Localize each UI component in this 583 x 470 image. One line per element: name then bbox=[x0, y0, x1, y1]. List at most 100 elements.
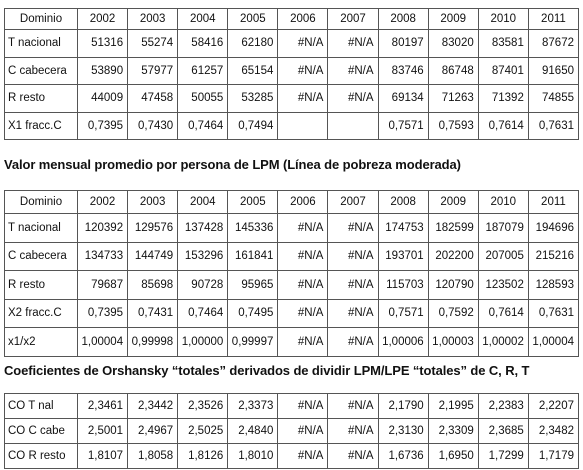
table-cell: #N/A bbox=[327, 270, 379, 300]
table-cell: #N/A bbox=[277, 443, 329, 469]
table-cell: 1,8126 bbox=[177, 443, 229, 469]
table-cell: 194696 bbox=[527, 213, 580, 243]
table-cell: 83020 bbox=[427, 29, 479, 58]
table-cell: 0,7593 bbox=[427, 111, 479, 140]
table-cell: 90728 bbox=[177, 270, 229, 300]
table-lpe-values: Dominio 2002 2003 2004 2005 2006 2007 2008 2009 2… bbox=[4, 8, 580, 140]
table-cell: #N/A bbox=[277, 213, 329, 243]
row-label: x1/x2 bbox=[4, 327, 78, 357]
table-cell: #N/A bbox=[277, 327, 329, 357]
table-cell: 2,4840 bbox=[227, 418, 279, 444]
table-cell: 120392 bbox=[76, 213, 129, 243]
table-row: CO C cabe 2,5001 2,4967 2,5025 2,4840 #N/A #N/… bbox=[4, 418, 580, 444]
column-header-year: 2002 bbox=[76, 190, 129, 214]
table-cell: 55274 bbox=[127, 29, 179, 58]
table-cell: #N/A bbox=[327, 56, 379, 85]
table-row: X1 fracc.C 0,7395 0,7430 0,7464 0,7494 0,7571… bbox=[4, 111, 580, 140]
column-header-year: 2003 bbox=[127, 190, 179, 214]
table-cell: 0,7395 bbox=[76, 111, 129, 140]
table-cell: 57977 bbox=[127, 56, 179, 85]
table-cell: #N/A bbox=[277, 84, 329, 113]
row-label: R resto bbox=[4, 270, 78, 300]
table-cell: 2,3461 bbox=[76, 393, 129, 419]
table-row: R resto 79687 85698 90728 95965 #N/A #N/A 11570… bbox=[4, 270, 580, 300]
column-header-year: 2004 bbox=[177, 190, 229, 214]
table-cell: 0,99998 bbox=[127, 327, 179, 357]
table-row: T nacional 51316 55274 58416 62180 #N/A #N/A 80… bbox=[4, 29, 580, 58]
column-header-year: 2009 bbox=[427, 190, 479, 214]
table-cell: 1,00002 bbox=[477, 327, 529, 357]
table-cell: 44009 bbox=[76, 84, 129, 113]
table-cell: #N/A bbox=[327, 393, 379, 419]
table-cell: 0,7495 bbox=[227, 298, 279, 328]
section-title-orshansky: Coeficientes de Orshansky “totales” deri… bbox=[4, 363, 530, 378]
section-title-lpm: Valor mensual promedio por persona de LP… bbox=[4, 157, 461, 172]
table-cell: 153296 bbox=[177, 241, 229, 271]
table-cell: 145336 bbox=[227, 213, 279, 243]
table-cell: 0,7395 bbox=[76, 298, 129, 328]
table-cell bbox=[327, 111, 379, 140]
table-cell: 123502 bbox=[477, 270, 529, 300]
table-cell: 2,1995 bbox=[427, 393, 479, 419]
table-cell: 1,7299 bbox=[477, 443, 529, 469]
table-cell: 58416 bbox=[177, 29, 229, 58]
table-row: C cabecera 134733 144749 153296 161841 #N/A #N… bbox=[4, 241, 580, 271]
table-cell: #N/A bbox=[277, 393, 329, 419]
table-row: CO R resto 1,8107 1,8058 1,8126 1,8010 #N/A #N… bbox=[4, 443, 580, 469]
table-cell: 1,8058 bbox=[127, 443, 179, 469]
column-header-year: 2008 bbox=[377, 8, 429, 30]
table-cell: #N/A bbox=[327, 84, 379, 113]
table-cell: 2,1790 bbox=[377, 393, 429, 419]
table-cell: 0,7631 bbox=[527, 111, 580, 140]
table-cell: 1,6736 bbox=[377, 443, 429, 469]
table-cell: 71392 bbox=[477, 84, 529, 113]
table-cell: #N/A bbox=[327, 443, 379, 469]
table-cell: 207005 bbox=[477, 241, 529, 271]
table-cell: 80197 bbox=[377, 29, 429, 58]
table-cell: 1,00004 bbox=[527, 327, 580, 357]
table-cell: #N/A bbox=[277, 298, 329, 328]
table-cell: 0,7430 bbox=[127, 111, 179, 140]
row-label: T nacional bbox=[4, 29, 78, 58]
table-cell: 2,3373 bbox=[227, 393, 279, 419]
table-cell: 1,8107 bbox=[76, 443, 129, 469]
column-header-year: 2005 bbox=[227, 190, 279, 214]
table-cell: 61257 bbox=[177, 56, 229, 85]
table-orshansky-coefficients: CO T nal 2,3461 2,3442 2,3526 2,3373 #N/A #N/A… bbox=[4, 393, 580, 469]
table-cell: 87401 bbox=[477, 56, 529, 85]
table-cell: #N/A bbox=[327, 241, 379, 271]
table-cell: 62180 bbox=[227, 29, 279, 58]
table-cell: 85698 bbox=[127, 270, 179, 300]
table-cell: #N/A bbox=[277, 56, 329, 85]
table-cell: #N/A bbox=[327, 213, 379, 243]
column-header-year: 2007 bbox=[327, 8, 379, 30]
table-cell: 0,7494 bbox=[227, 111, 279, 140]
table-cell: 0,7464 bbox=[177, 111, 229, 140]
table-cell: 79687 bbox=[76, 270, 129, 300]
column-header-year: 2006 bbox=[277, 190, 329, 214]
table-cell: #N/A bbox=[277, 29, 329, 58]
table-cell: 2,2207 bbox=[527, 393, 580, 419]
table-cell: 53285 bbox=[227, 84, 279, 113]
row-label: CO R resto bbox=[4, 443, 78, 469]
table-cell: 161841 bbox=[227, 241, 279, 271]
table-cell: 144749 bbox=[127, 241, 179, 271]
table-header-row: Dominio 2002 2003 2004 2005 2006 2007 2008 2009 2… bbox=[4, 190, 580, 214]
table-cell: #N/A bbox=[327, 298, 379, 328]
table-cell: 0,7571 bbox=[377, 111, 429, 140]
table-cell: 1,00003 bbox=[427, 327, 479, 357]
table-header-row: Dominio 2002 2003 2004 2005 2006 2007 2008 2009 2… bbox=[4, 8, 580, 30]
table-cell: 0,7431 bbox=[127, 298, 179, 328]
table-cell: 0,99997 bbox=[227, 327, 279, 357]
table-cell: 86748 bbox=[427, 56, 479, 85]
table-cell: 0,7614 bbox=[477, 111, 529, 140]
column-header-year: 2011 bbox=[527, 190, 580, 214]
table-cell: 2,3130 bbox=[377, 418, 429, 444]
table-cell: 2,3482 bbox=[527, 418, 580, 444]
column-header-year: 2004 bbox=[177, 8, 229, 30]
table-cell: 1,00006 bbox=[377, 327, 429, 357]
table-cell: #N/A bbox=[327, 327, 379, 357]
table-cell: 65154 bbox=[227, 56, 279, 85]
table-cell: 187079 bbox=[477, 213, 529, 243]
table-row: X2 fracc.C 0,7395 0,7431 0,7464 0,7495 #N/A #N… bbox=[4, 298, 580, 328]
